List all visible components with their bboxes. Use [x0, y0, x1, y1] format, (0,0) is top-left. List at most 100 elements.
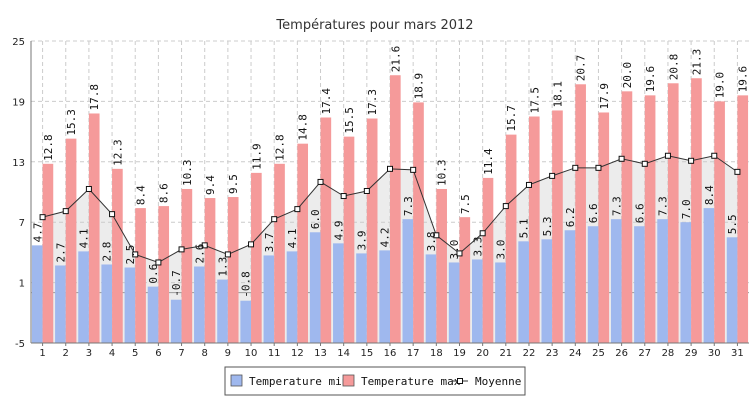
bar-min: [726, 237, 738, 343]
average-point: [109, 211, 116, 218]
bar-min: [471, 259, 483, 343]
y-tick-label: -5: [15, 339, 25, 350]
average-point: [132, 251, 139, 258]
x-tick-label: 5: [132, 348, 138, 359]
bar-max: [227, 197, 239, 343]
label-min: 3.9: [356, 231, 369, 251]
label-min: -0.7: [170, 270, 183, 297]
bar-min: [286, 251, 298, 343]
x-tick-label: 31: [731, 348, 744, 359]
label-max: 14.8: [297, 114, 310, 141]
label-max: 10.3: [181, 159, 194, 186]
x-tick-label: 6: [155, 348, 161, 359]
bar-max: [88, 113, 100, 343]
bar-min: [31, 245, 43, 343]
label-min: 7.3: [657, 196, 670, 216]
average-point: [410, 166, 417, 173]
bar-min: [379, 250, 390, 343]
x-tick-label: 19: [453, 348, 466, 359]
label-min: 5.5: [726, 214, 739, 234]
bar-min: [124, 267, 136, 343]
legend-swatch-max: [342, 374, 355, 387]
legend-box: [224, 366, 526, 396]
average-point: [248, 241, 255, 248]
x-tick-label: 8: [202, 348, 208, 359]
average-point: [456, 250, 463, 257]
label-max: 17.8: [88, 84, 101, 111]
label-max: 11.4: [482, 148, 495, 175]
x-tick-label: 7: [178, 348, 184, 359]
min-bars: [31, 208, 738, 343]
bar-min: [194, 266, 205, 343]
y-tick-label: 13: [12, 158, 25, 169]
label-min: 2.5: [124, 245, 137, 265]
x-tick-label: 1: [39, 348, 45, 359]
average-point: [734, 168, 741, 175]
x-tick-label: 23: [546, 348, 559, 359]
label-min: 5.3: [541, 216, 554, 236]
x-tick-label: 13: [314, 348, 327, 359]
average-point: [363, 187, 370, 194]
label-min: 2.7: [54, 243, 67, 263]
bar-max: [42, 163, 54, 343]
bar-min: [309, 232, 321, 343]
label-min: 2.6: [193, 244, 206, 264]
bar-max: [714, 101, 725, 344]
label-max: 17.5: [528, 87, 541, 114]
average-point: [595, 164, 602, 171]
bar-max: [413, 102, 424, 343]
bar-min: [448, 262, 460, 343]
label-max: 10.3: [436, 159, 449, 186]
bar-min: [541, 239, 553, 343]
bar-max: [459, 217, 471, 343]
label-min: 3.0: [494, 240, 507, 260]
label-min: 1.3: [217, 257, 230, 277]
label-max: 15.3: [65, 109, 78, 136]
bar-max: [505, 134, 517, 343]
label-max: 17.9: [598, 83, 611, 110]
label-max: 9.5: [227, 174, 240, 194]
label-min: 4.9: [332, 220, 345, 240]
bar-min: [703, 208, 715, 343]
bar-max: [691, 78, 702, 343]
legend-label-avg: Moyenne: [475, 375, 521, 388]
label-max: 21.3: [690, 49, 703, 76]
bar-max: [320, 117, 332, 343]
average-point: [479, 230, 486, 237]
bar-min: [101, 264, 113, 343]
bar-max: [65, 138, 77, 343]
x-tick-label: 10: [245, 348, 258, 359]
bar-min: [217, 279, 228, 343]
bar-max: [251, 172, 262, 343]
label-min: 3.8: [425, 232, 438, 252]
bar-max: [135, 208, 146, 343]
x-tick-label: 12: [291, 348, 304, 359]
bar-min: [425, 254, 437, 343]
average-point: [224, 251, 231, 258]
label-max: 19.0: [714, 72, 727, 99]
legend-marker-avg: [457, 378, 463, 384]
x-tick-label: 9: [225, 348, 231, 359]
label-max: 8.6: [158, 183, 171, 203]
average-point: [85, 185, 92, 192]
label-min: 6.6: [587, 203, 600, 223]
x-tick-label: 27: [638, 348, 651, 359]
x-tick-label: 18: [430, 348, 443, 359]
average-point: [317, 178, 324, 185]
label-min: 7.0: [680, 199, 693, 219]
label-min: 3.0: [448, 240, 461, 260]
x-tick-label: 20: [476, 348, 489, 359]
average-point: [688, 157, 695, 164]
label-min: 0.6: [147, 264, 160, 284]
bar-max: [575, 84, 586, 343]
average-point: [62, 208, 69, 215]
legend-swatch-min: [230, 374, 243, 387]
x-tick-label: 30: [708, 348, 721, 359]
label-max: 18.1: [551, 81, 564, 108]
average-point: [178, 246, 185, 253]
y-tick-label: 19: [12, 97, 25, 108]
label-min: 8.4: [703, 185, 716, 205]
x-tick-label: 16: [384, 348, 397, 359]
